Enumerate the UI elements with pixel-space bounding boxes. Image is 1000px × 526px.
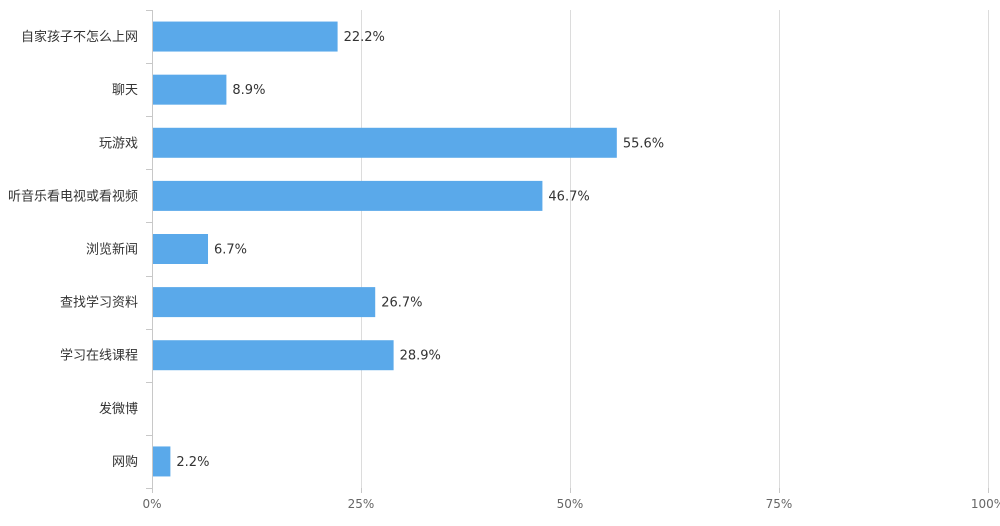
bar	[153, 21, 338, 52]
x-tick-label: 50%	[557, 497, 584, 511]
category-label: 浏览新闻	[86, 242, 138, 258]
category-label: 查找学习资料	[60, 295, 138, 311]
bar	[153, 180, 543, 211]
bar	[153, 234, 209, 264]
x-tick-label: 0%	[142, 497, 161, 511]
data-label: 8.9%	[232, 83, 265, 98]
data-label: 26.7%	[381, 296, 422, 311]
category-label: 网购	[112, 454, 138, 470]
bar	[153, 127, 617, 158]
x-tick-label: 100%	[971, 497, 1000, 511]
data-label: 2.2%	[176, 455, 209, 470]
data-label: 6.7%	[214, 243, 247, 258]
category-label: 自家孩子不怎么上网	[21, 29, 138, 45]
bar	[153, 287, 376, 318]
data-label: 46.7%	[548, 189, 589, 204]
category-label: 玩游戏	[99, 136, 138, 151]
bar	[153, 340, 394, 371]
bar	[153, 74, 227, 105]
data-label: 22.2%	[344, 30, 385, 45]
bar	[153, 446, 171, 477]
category-label: 聊天	[112, 83, 138, 98]
x-tick-label: 25%	[348, 497, 375, 511]
data-label: 28.9%	[400, 349, 441, 364]
category-label: 学习在线课程	[60, 348, 138, 364]
x-tick-label: 75%	[766, 497, 793, 511]
category-label: 听音乐看电视或看视频	[8, 188, 138, 204]
category-label: 发微博	[99, 401, 138, 417]
data-label: 55.6%	[623, 136, 664, 151]
